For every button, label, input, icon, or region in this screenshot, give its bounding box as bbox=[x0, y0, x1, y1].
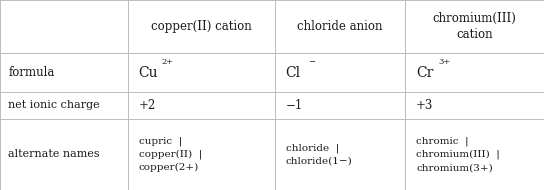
Text: −: − bbox=[308, 58, 315, 66]
Text: +3: +3 bbox=[416, 99, 434, 112]
Text: Cr: Cr bbox=[416, 66, 434, 80]
Text: chromium(III)
cation: chromium(III) cation bbox=[432, 12, 517, 41]
Text: chloride  |
chloride(1−): chloride | chloride(1−) bbox=[286, 143, 353, 165]
Text: 2+: 2+ bbox=[161, 58, 173, 66]
Text: formula: formula bbox=[8, 66, 54, 79]
Text: +2: +2 bbox=[139, 99, 156, 112]
Text: Cu: Cu bbox=[139, 66, 158, 80]
Text: net ionic charge: net ionic charge bbox=[8, 101, 100, 110]
Text: Cl: Cl bbox=[286, 66, 301, 80]
Text: copper(II) cation: copper(II) cation bbox=[151, 20, 252, 33]
Text: chloride anion: chloride anion bbox=[297, 20, 383, 33]
Text: cupric  |
copper(II)  |
copper(2+): cupric | copper(II) | copper(2+) bbox=[139, 136, 202, 172]
Text: 3+: 3+ bbox=[438, 58, 451, 66]
Text: −1: −1 bbox=[286, 99, 303, 112]
Text: chromic  |
chromium(III)  |
chromium(3+): chromic | chromium(III) | chromium(3+) bbox=[416, 136, 500, 172]
Text: alternate names: alternate names bbox=[8, 149, 100, 159]
